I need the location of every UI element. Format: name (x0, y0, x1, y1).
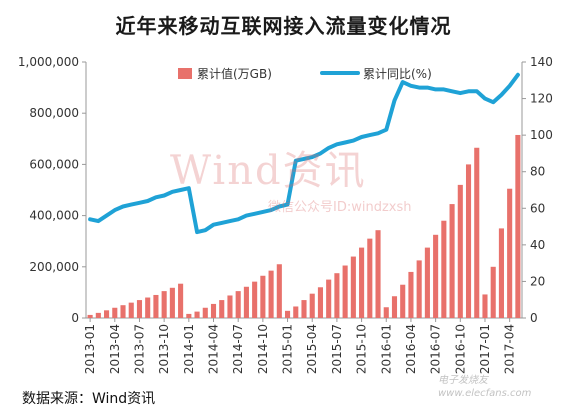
bar (449, 204, 455, 318)
x-tick-label: 2016-04 (404, 324, 418, 374)
bar (367, 238, 373, 318)
bar (383, 307, 389, 318)
bar (120, 305, 126, 318)
bar (284, 310, 291, 318)
x-tick-label: 2015-10 (355, 324, 369, 374)
bar (128, 302, 134, 318)
bar (317, 287, 324, 318)
bar (252, 281, 258, 318)
y-left-tick-label: 200,000 (29, 260, 79, 274)
bar (104, 310, 110, 318)
x-tick-label: 2016-10 (453, 324, 467, 374)
bar (342, 265, 348, 318)
bar (194, 311, 200, 318)
x-tick-label: 2013-04 (108, 324, 122, 374)
x-tick-label: 2013-10 (157, 324, 171, 374)
bar (490, 266, 496, 318)
bar (309, 293, 315, 318)
bar (202, 307, 208, 318)
bar (474, 147, 480, 318)
y-right-tick-label: 100 (530, 128, 553, 142)
watermark-corner: 电子发烧友 www.elecfans.com (438, 374, 531, 400)
source-note: 数据来源：Wind资讯 (22, 391, 156, 407)
bar (433, 234, 439, 318)
bar (268, 270, 274, 318)
bar (326, 279, 332, 318)
bar (498, 228, 504, 318)
line-series (88, 72, 520, 235)
bar (153, 294, 159, 318)
x-tick-label: 2014-10 (256, 324, 270, 374)
watermark-sub: 微信公众号ID:windzxsh (268, 200, 412, 215)
x-tick-label: 2015-04 (305, 324, 319, 374)
bar (400, 284, 406, 318)
watermark-corner-line2: www.elecfans.com (438, 388, 532, 399)
bar (391, 296, 398, 318)
bar (161, 291, 167, 318)
watermark-main: Wind资讯 (170, 148, 367, 194)
x-tick-label: 2014-04 (207, 324, 221, 374)
x-tick-label: 2016-07 (429, 324, 443, 374)
y-left-tick-label: 400,000 (29, 209, 79, 223)
bar (359, 247, 365, 318)
y-right-tick-label: 60 (530, 201, 545, 215)
bar (408, 271, 414, 318)
y-right-tick-label: 80 (530, 165, 545, 179)
bar (507, 188, 513, 318)
x-tick-label: 2017-04 (503, 324, 517, 374)
bar (482, 294, 488, 318)
bar (243, 286, 249, 318)
bar (260, 275, 266, 318)
bar (375, 230, 381, 318)
bar (178, 283, 184, 318)
bar (276, 264, 282, 318)
y-right-tick-label: 140 (530, 55, 553, 69)
bar (235, 291, 241, 318)
bar (515, 134, 521, 318)
x-tick-label: 2015-01 (281, 324, 295, 374)
y-left-tick-label: 0 (71, 311, 79, 325)
y-right-tick-label: 40 (530, 238, 545, 252)
bar (136, 300, 143, 318)
bar (219, 300, 225, 318)
legend-swatch-bar (178, 68, 192, 79)
bar (95, 312, 101, 318)
bar (210, 303, 217, 318)
x-tick-label: 2013-01 (83, 324, 97, 374)
bar (186, 313, 192, 318)
bar (145, 297, 151, 318)
bar (424, 247, 430, 318)
x-tick-label: 2014-07 (231, 324, 245, 374)
legend-label-bar: 累计值(万GB) (197, 66, 272, 81)
y-right-tick-label: 120 (530, 92, 553, 106)
bar (334, 273, 340, 318)
watermark-corner-line1: 电子发烧友 (438, 375, 488, 386)
bar (293, 306, 299, 318)
y-right-tick-label: 0 (530, 311, 538, 325)
y-left-tick-label: 1,000,000 (18, 55, 79, 69)
y-right-tick-label: 20 (530, 274, 545, 288)
y-left-tick-label: 800,000 (29, 106, 79, 120)
bar (301, 300, 307, 318)
bar (350, 256, 356, 318)
chart-title: 近年来移动互联网接入流量变化情况 (115, 14, 452, 38)
bar (416, 260, 422, 318)
x-tick-label: 2016-01 (379, 324, 393, 374)
bar (227, 295, 233, 318)
legend-label-line: 累计同比(%) (363, 67, 432, 81)
bar (441, 220, 447, 318)
y-left-tick-label: 600,000 (29, 157, 79, 171)
bar (169, 287, 175, 318)
x-tick-label: 2015-07 (330, 324, 344, 374)
bar (112, 307, 118, 318)
bar (457, 184, 463, 318)
x-tick-label: 2014-01 (182, 324, 196, 374)
x-tick-label: 2013-07 (132, 324, 146, 374)
bar (87, 314, 93, 318)
bar (465, 164, 472, 318)
x-tick-label: 2017-01 (478, 324, 492, 374)
